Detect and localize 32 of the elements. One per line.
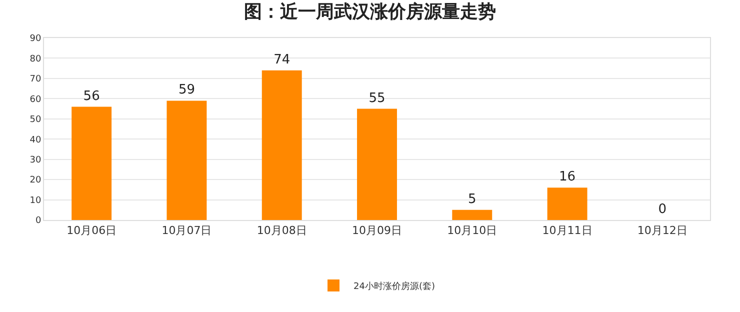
bar	[262, 70, 302, 220]
x-tick-label: 10月07日	[162, 224, 212, 238]
bar	[547, 188, 588, 220]
y-tick-label: 50	[30, 115, 42, 126]
data-label: 0	[658, 202, 667, 217]
x-tick-label: 10月06日	[66, 224, 117, 238]
data-label: 55	[368, 90, 386, 106]
chart-title: 图：近一周武汉涨价房源量走势	[244, 1, 496, 22]
bar	[72, 106, 112, 220]
x-tick-label: 10月11日	[542, 224, 592, 238]
y-tick-label: 70	[30, 74, 42, 85]
y-tick-label: 0	[35, 216, 42, 226]
y-tick-label: 30	[30, 155, 42, 166]
data-label: 56	[83, 88, 100, 104]
data-label: 74	[274, 52, 290, 68]
data-label: 16	[559, 170, 576, 185]
y-tick-label: 20	[30, 176, 42, 186]
legend-label: 24小时涨价房源(套)	[354, 280, 435, 292]
x-tick-label: 10月12日	[637, 224, 688, 238]
y-tick-label: 40	[30, 135, 42, 146]
data-label: 59	[178, 82, 195, 98]
x-tick-label: 10月09日	[352, 224, 402, 238]
y-tick-label: 80	[30, 54, 42, 64]
y-tick-label: 60	[30, 94, 42, 105]
data-label: 5	[468, 192, 476, 207]
y-tick-label: 90	[30, 34, 42, 44]
x-tick-label: 10月08日	[256, 224, 307, 238]
y-tick-label: 10	[30, 196, 42, 206]
bar	[357, 108, 397, 220]
bar	[452, 210, 492, 220]
x-tick-label: 10月10日	[447, 224, 498, 238]
bar	[166, 100, 207, 220]
